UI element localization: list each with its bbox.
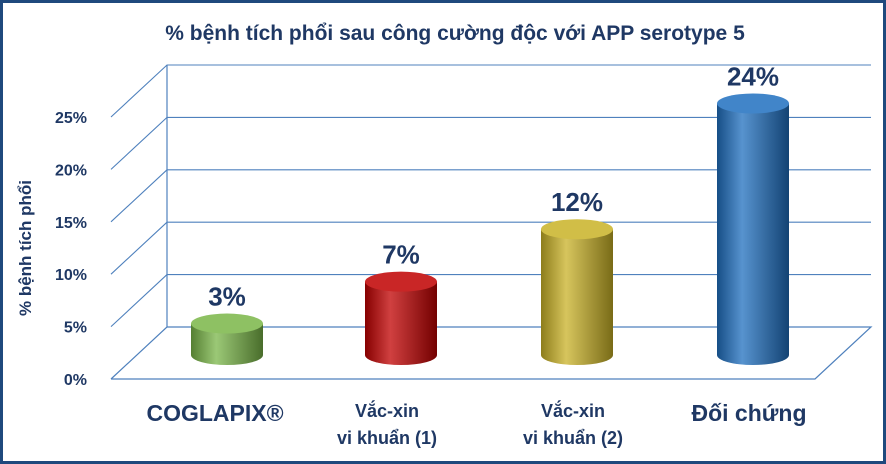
y-tick-label: 10% <box>55 267 87 284</box>
bar-body <box>191 323 263 365</box>
y-axis-ticks: 0% 5% 10% 15% 20% 25% <box>55 110 87 389</box>
y-tick-label: 0% <box>64 372 87 389</box>
data-label: 3% <box>208 282 246 312</box>
data-labels: 3% 7% 12% 24% <box>208 61 779 311</box>
bar-body <box>541 229 613 365</box>
gridline <box>110 64 871 118</box>
bar-top <box>191 313 263 334</box>
category-label: COGLAPIX® <box>146 400 283 426</box>
bar-body <box>717 103 789 365</box>
category-label: Đối chứng <box>691 400 806 426</box>
chart: % bệnh tích phổi sau công cường độc với … <box>16 22 873 448</box>
category-labels: COGLAPIX® Vắc-xin vi khuẩn (1) Vắc-xin vi kh… <box>146 400 806 448</box>
bar-top <box>717 93 789 114</box>
gridline <box>110 169 871 223</box>
y-axis-label: % bệnh tích phổi <box>16 180 35 316</box>
category-label: Vắc-xin vi khuẩn (2) <box>523 400 623 448</box>
category-label: Vắc-xin vi khuẩn (1) <box>337 400 437 448</box>
gridline <box>110 221 871 275</box>
gridline <box>110 274 871 328</box>
bars <box>191 93 789 365</box>
gridlines <box>110 64 873 380</box>
data-label: 12% <box>551 187 603 217</box>
bar-top <box>365 271 437 292</box>
y-tick-label: 25% <box>55 110 87 127</box>
chart-title: % bệnh tích phổi sau công cường độc với … <box>165 22 745 45</box>
data-label: 7% <box>382 240 420 270</box>
y-tick-label: 5% <box>64 320 87 337</box>
y-tick-label: 15% <box>55 215 87 232</box>
floor-outline <box>111 326 873 380</box>
y-tick-label: 20% <box>55 162 87 179</box>
data-label: 24% <box>727 61 779 91</box>
bar-body <box>365 281 437 365</box>
gridline <box>110 116 871 170</box>
bar-top <box>541 219 613 240</box>
left-wall-edge <box>110 65 168 380</box>
